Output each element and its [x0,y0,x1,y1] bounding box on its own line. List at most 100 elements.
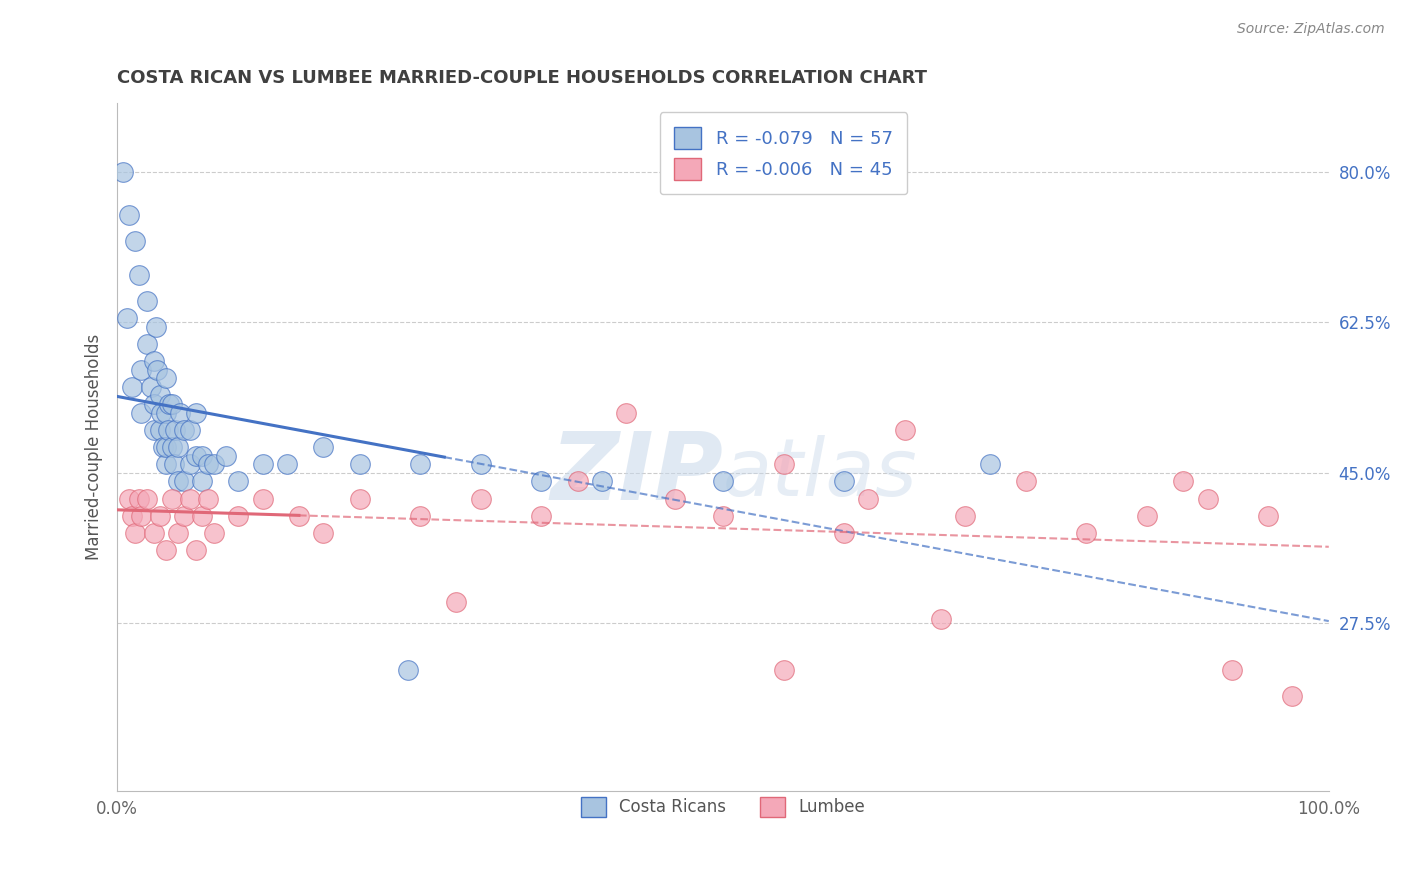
Point [155,457,177,471]
Text: atlas: atlas [723,435,918,514]
Point [929,612,952,626]
Point [955,508,977,523]
Point [312,440,335,454]
Point [136,337,159,351]
Point [1076,525,1098,540]
Point [252,491,274,506]
Point [893,423,915,437]
Point [142,525,165,540]
Point [252,457,274,471]
Point [197,491,219,506]
Point [470,491,492,506]
Point [312,525,335,540]
Point [184,406,207,420]
Point [191,508,214,523]
Point [166,475,188,489]
Point [1257,508,1279,523]
Point [155,543,177,558]
Point [409,508,432,523]
Point [149,508,172,523]
Point [591,475,613,489]
Point [567,475,589,489]
Point [155,406,177,420]
Point [1015,475,1038,489]
Point [288,508,311,523]
Point [169,406,191,420]
Point [121,508,143,523]
Point [446,594,468,608]
Point [173,475,195,489]
Point [166,440,188,454]
Point [1173,475,1195,489]
Point [149,388,172,402]
Point [530,508,553,523]
Point [1281,689,1303,703]
Point [202,525,225,540]
Point [530,475,553,489]
Point [157,397,180,411]
Point [184,449,207,463]
Point [115,311,138,326]
Point [349,457,371,471]
Point [179,423,201,437]
Point [124,234,146,248]
Point [858,491,880,506]
Point [179,491,201,506]
Point [157,423,180,437]
Legend: Costa Ricans, Lumbee: Costa Ricans, Lumbee [575,789,872,823]
Point [149,406,172,420]
Point [155,440,177,454]
Text: COSTA RICAN VS LUMBEE MARRIED-COUPLE HOUSEHOLDS CORRELATION CHART: COSTA RICAN VS LUMBEE MARRIED-COUPLE HOU… [117,69,927,87]
Point [118,208,141,222]
Point [131,362,153,376]
Point [409,457,432,471]
Point [191,449,214,463]
Point [152,440,174,454]
Y-axis label: Married-couple Households: Married-couple Households [86,334,103,560]
Point [131,508,153,523]
Point [664,491,686,506]
Point [276,457,298,471]
Point [772,457,794,471]
Point [349,491,371,506]
Point [711,475,734,489]
Point [832,525,855,540]
Text: Source: ZipAtlas.com: Source: ZipAtlas.com [1237,22,1385,37]
Point [1220,663,1243,677]
Point [202,457,225,471]
Point [215,449,238,463]
Point [1136,508,1159,523]
Point [160,440,183,454]
Point [128,268,150,282]
Point [165,423,187,437]
Point [832,475,855,489]
Point [772,663,794,677]
Point [139,380,162,394]
Point [155,371,177,385]
Point [160,397,183,411]
Point [197,457,219,471]
Point [173,508,195,523]
Point [146,362,169,376]
Point [228,475,250,489]
Point [142,354,165,368]
Point [149,423,172,437]
Point [470,457,492,471]
Point [112,165,135,179]
Point [1197,491,1219,506]
Point [142,423,165,437]
Point [173,423,195,437]
Point [128,491,150,506]
Point [166,525,188,540]
Point [228,508,250,523]
Point [136,293,159,308]
Point [124,525,146,540]
Point [160,491,183,506]
Point [184,543,207,558]
Text: ZIP: ZIP [550,428,723,520]
Point [136,491,159,506]
Point [145,319,167,334]
Point [191,475,214,489]
Point [163,457,186,471]
Point [118,491,141,506]
